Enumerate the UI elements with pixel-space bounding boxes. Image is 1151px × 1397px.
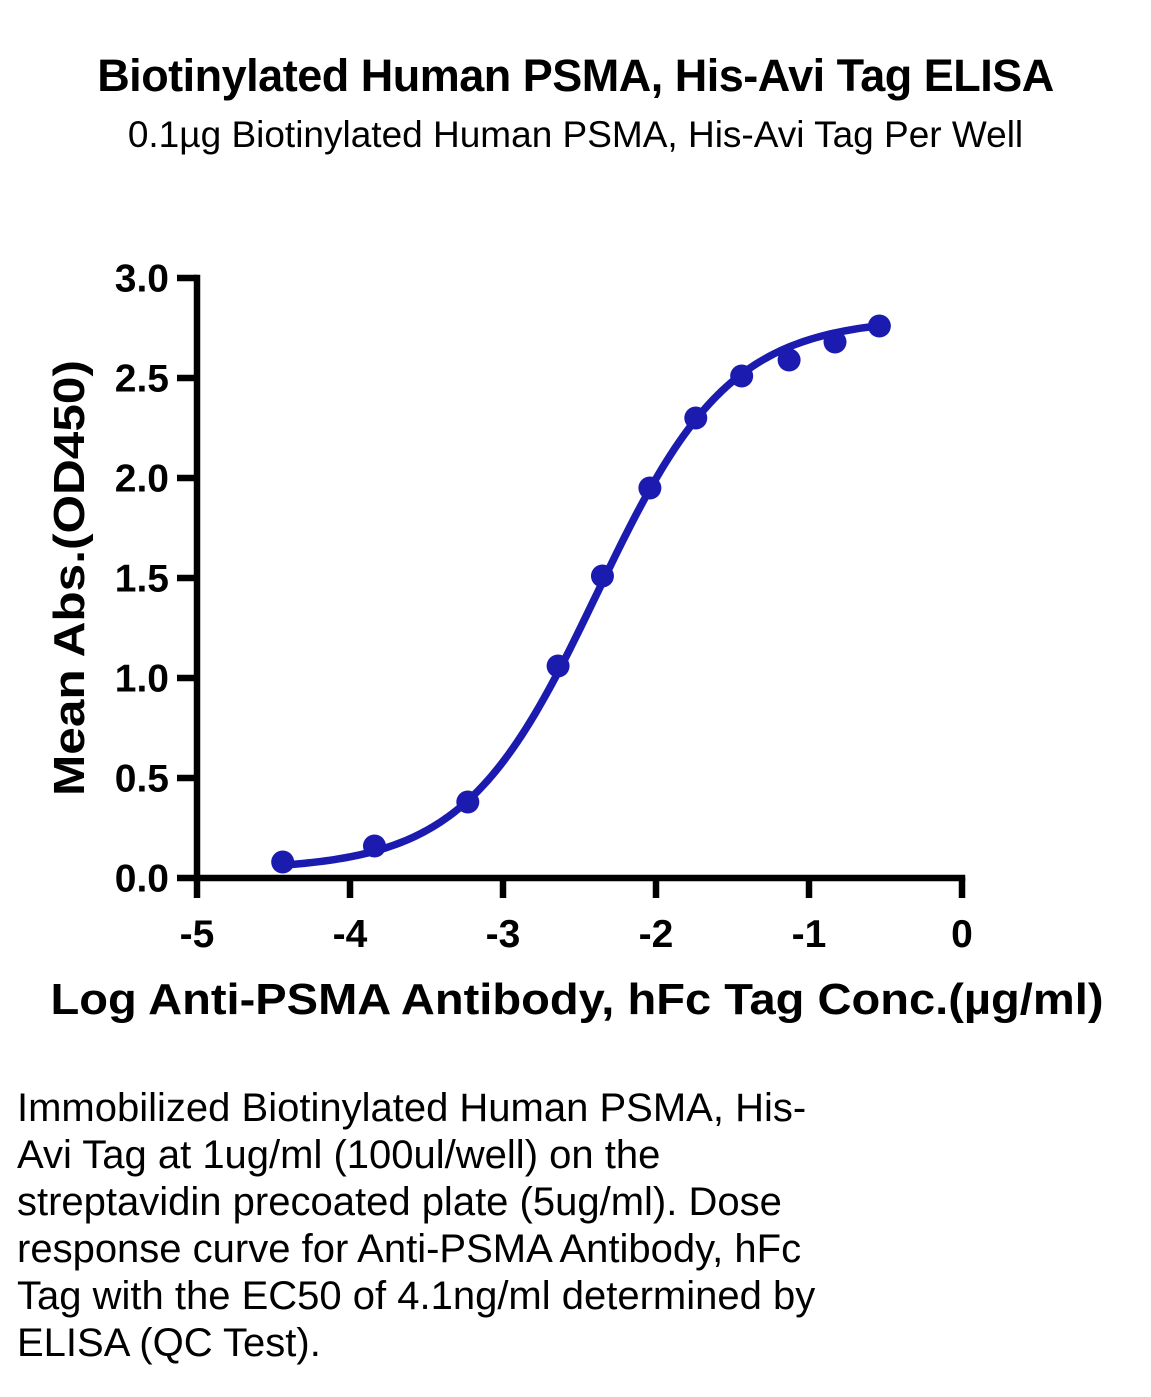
- y-tick-label: 1.0: [115, 658, 169, 701]
- x-tick-label: -2: [639, 913, 674, 956]
- y-tick-labels: 0.0 0.5 1.0 1.5 2.0 2.5 3.0: [115, 258, 169, 901]
- y-tick-label: 0.0: [115, 858, 169, 901]
- axis-lines: [193, 274, 966, 882]
- caption-line: response curve for Anti-PSMA Antibody, h…: [17, 1227, 802, 1271]
- caption-line: streptavidin precoated plate (5ug/ml). D…: [17, 1180, 782, 1224]
- x-tick-label: 0: [951, 913, 973, 956]
- data-point: [823, 330, 847, 354]
- x-tick-marks: [193, 878, 966, 898]
- y-tick-label: 2.0: [115, 458, 169, 501]
- data-point: [362, 834, 386, 858]
- figure-caption: Immobilized Biotinylated Human PSMA, His…: [17, 1085, 1097, 1367]
- caption-line: Avi Tag at 1ug/ml (100ul/well) on the: [17, 1133, 661, 1177]
- y-tick-label: 1.5: [115, 558, 169, 601]
- caption-line: ELISA (QC Test).: [17, 1321, 321, 1365]
- y-axis-title: Mean Abs.(OD450): [45, 360, 94, 796]
- data-point: [638, 476, 662, 500]
- caption-line: Immobilized Biotinylated Human PSMA, His…: [17, 1086, 807, 1130]
- data-point: [730, 364, 754, 388]
- data-point: [546, 654, 570, 678]
- data-point: [590, 564, 614, 588]
- y-tick-label: 0.5: [115, 758, 169, 801]
- x-axis-title: Log Anti-PSMA Antibody, hFc Tag Conc.(µg…: [51, 975, 1104, 1024]
- data-point: [271, 850, 295, 874]
- x-tick-label: -5: [180, 913, 215, 956]
- y-tick-label: 3.0: [115, 258, 169, 301]
- y-tick-label: 2.5: [115, 358, 169, 401]
- x-tick-labels: -5 -4 -3 -2 -1 0: [180, 913, 973, 956]
- data-points: [271, 314, 891, 874]
- x-tick-label: -1: [792, 913, 827, 956]
- data-point: [684, 406, 708, 430]
- x-tick-label: -3: [486, 913, 521, 956]
- chart-title: Biotinylated Human PSMA, His-Avi Tag ELI…: [97, 50, 1054, 101]
- x-tick-label: -4: [333, 913, 368, 956]
- data-point: [456, 790, 480, 814]
- caption-line: Tag with the EC50 of 4.1ng/ml determined…: [17, 1274, 816, 1318]
- fit-curve: [278, 321, 884, 869]
- data-point: [867, 314, 891, 338]
- chart-subtitle: 0.1µg Biotinylated Human PSMA, His-Avi T…: [127, 114, 1024, 155]
- dose-response-chart: 0.0 0.5 1.0 1.5 2.0 2.5 3.0 -5 -4 -3 -2 -1 0 Mean A…: [45, 258, 1104, 1025]
- y-tick-marks: [177, 274, 197, 882]
- data-point: [777, 348, 801, 372]
